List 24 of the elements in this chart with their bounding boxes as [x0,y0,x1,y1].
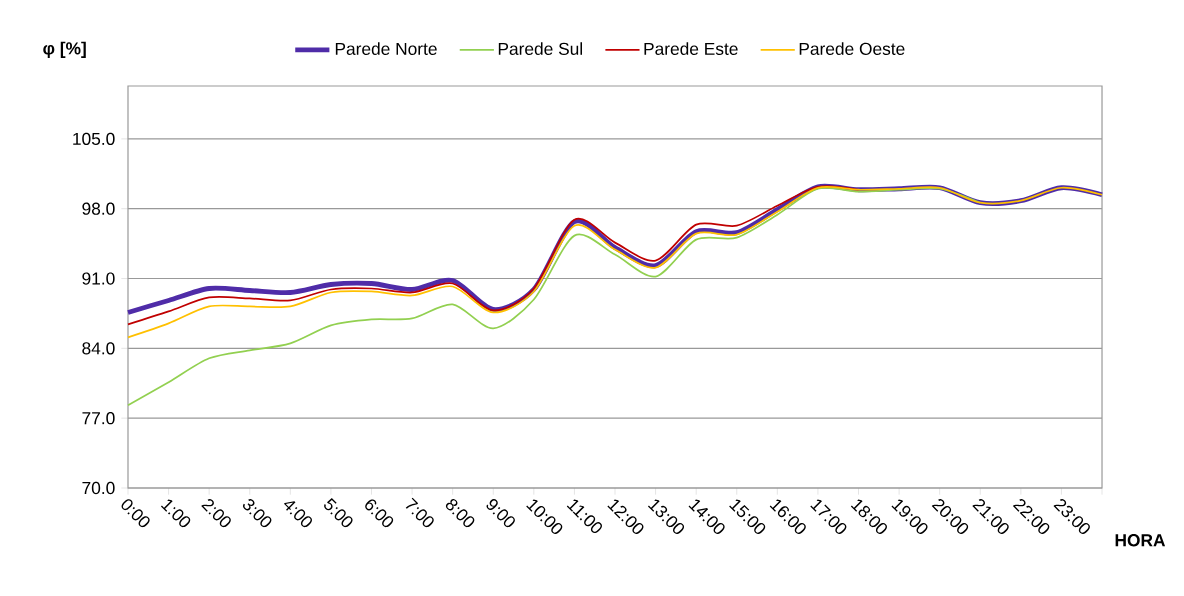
x-tick-label: 2:00 [201,499,231,528]
x-tick-label: 7:00 [405,497,434,528]
line-series [127,187,982,407]
y-axis-title: φ [%] [43,41,86,58]
legend-label: Parede Este [644,42,738,55]
x-tick-label: 4:00 [283,501,312,528]
y-tick-label: 77.0 [82,412,115,425]
x-axis-title: HORA [1115,534,1166,547]
x-tick-label: 5:00 [324,498,353,528]
legend-label: Parede Norte [335,42,437,55]
x-tick-label: 9:00 [486,499,515,528]
legend-label: Parede Oeste [799,42,905,55]
x-tick-label: 3:00 [242,498,272,528]
x-tick-label: 6:00 [365,499,394,528]
y-tick-label: 98.0 [82,202,115,215]
x-tick-label: 0:00 [121,499,150,528]
legend-label: Parede Sul [498,42,582,55]
line-series [127,185,1103,339]
x-tick-label: 1:00 [160,499,191,528]
y-tick-label: 91.0 [82,272,115,285]
y-tick-label: 84.0 [82,342,115,355]
y-tick-label: 105.0 [73,132,115,145]
x-tick-label: 8:00 [445,498,475,528]
y-tick-label: 70.0 [82,481,115,495]
